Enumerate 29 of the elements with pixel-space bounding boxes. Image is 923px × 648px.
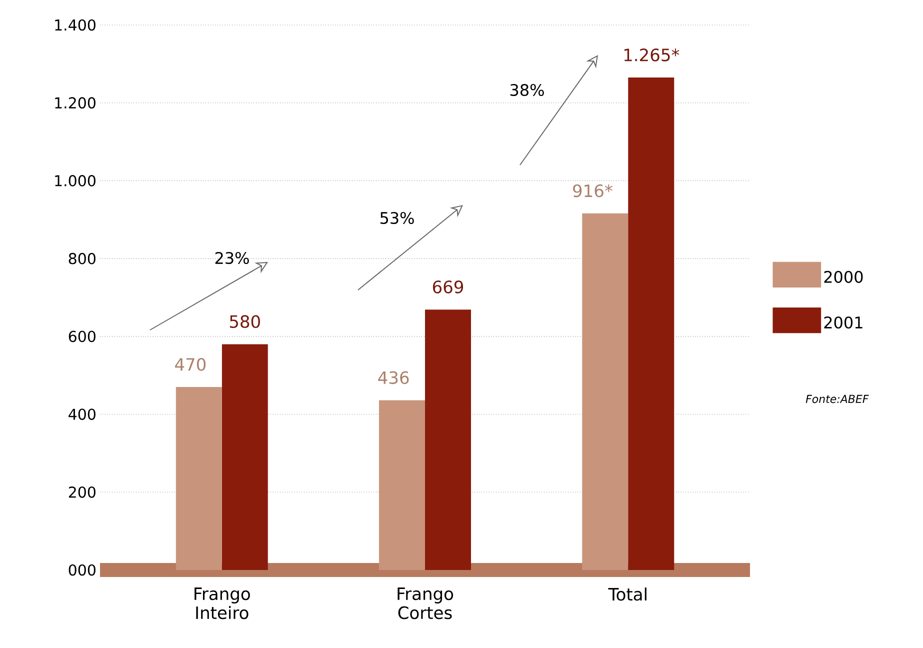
annotation: 38% <box>510 84 544 96</box>
data-label: 669 <box>432 280 464 294</box>
bar <box>379 400 426 570</box>
y-tick-label: 1.200 <box>55 97 96 109</box>
x-tick-label: Total <box>608 588 646 601</box>
data-label: 470 <box>175 358 206 371</box>
annotation: 53% <box>380 212 414 224</box>
y-tick-label: 200 <box>68 486 96 498</box>
bar <box>582 213 628 570</box>
legend-label: 2001 <box>824 316 862 329</box>
bar <box>222 344 268 570</box>
data-label: 916* <box>573 184 612 198</box>
data-label: 580 <box>230 315 260 328</box>
y-tick-label: 1.000 <box>55 175 96 186</box>
bar <box>176 387 222 570</box>
data-label: 436 <box>378 371 409 384</box>
y-tick-label: 600 <box>68 330 96 342</box>
x-tick-label: Frango Inteiro <box>194 588 250 620</box>
x-tick-label: Frango Cortes <box>398 588 454 620</box>
data-label: 1.265* <box>624 48 680 62</box>
annotation: 23% <box>215 252 249 264</box>
y-tick-label: 400 <box>68 408 96 420</box>
legend-label: 2000 <box>824 270 863 283</box>
y-tick-label: 1.400 <box>55 19 96 31</box>
y-tick-label: 800 <box>68 252 96 264</box>
bar <box>425 310 472 570</box>
source-note: Fonte:ABEF <box>806 394 869 404</box>
bar <box>628 78 674 570</box>
y-tick-label: 000 <box>68 564 96 576</box>
